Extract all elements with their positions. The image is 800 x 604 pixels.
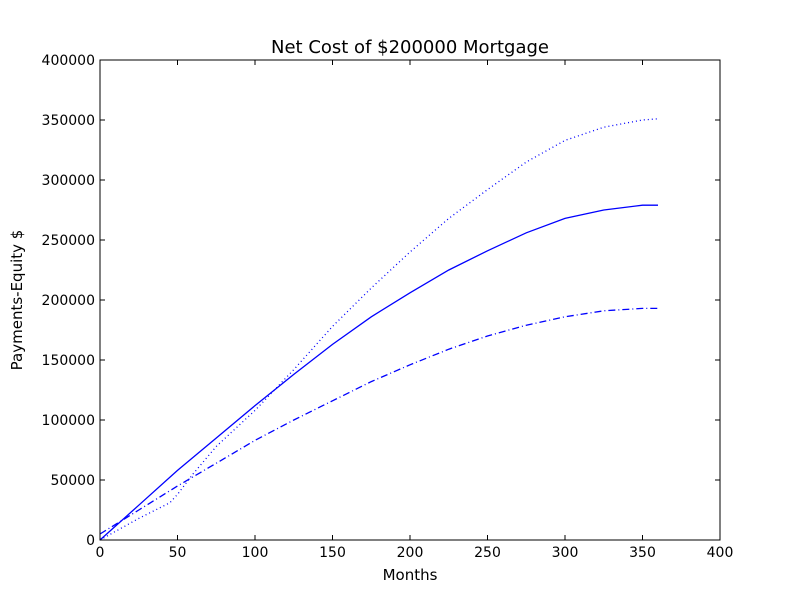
y-tick-label: 150000 — [42, 353, 95, 369]
plot-area — [100, 60, 720, 540]
x-axis-label: Months — [383, 566, 438, 584]
y-tick-label: 300000 — [42, 173, 95, 189]
tick-layer: 0 50 100 150 200 250 300 350 400 0 50000 100000 1500… — [42, 53, 734, 561]
y-tick-label: 250000 — [42, 233, 95, 249]
x-tick-label: 200 — [397, 545, 424, 561]
x-tick-label: 150 — [319, 545, 346, 561]
series-layer — [99, 118, 659, 541]
y-tick-label: 350000 — [42, 113, 95, 129]
x-tick-label: 300 — [552, 545, 579, 561]
y-axis-label: Payments-Equity $ — [8, 230, 26, 371]
series-line-solid — [99, 204, 658, 541]
x-tick-label: 100 — [242, 545, 269, 561]
y-tick-label: 400000 — [42, 53, 95, 69]
y-tick-label: 200000 — [42, 293, 95, 309]
y-tick-label: 100000 — [42, 413, 95, 429]
x-tick-label: 50 — [169, 545, 187, 561]
y-tick-label: 0 — [86, 533, 95, 549]
series-line-dotted — [99, 118, 659, 541]
plot-frame — [99, 59, 721, 541]
y-tick-label: 50000 — [50, 473, 95, 489]
x-tick-label: 250 — [474, 545, 501, 561]
series-line-dashdot — [99, 307, 658, 535]
chart-title: Net Cost of $200000 Mortgage — [271, 37, 549, 58]
x-tick-label: 350 — [629, 545, 656, 561]
x-tick-label: 400 — [707, 545, 734, 561]
x-tick-label: 0 — [96, 545, 105, 561]
